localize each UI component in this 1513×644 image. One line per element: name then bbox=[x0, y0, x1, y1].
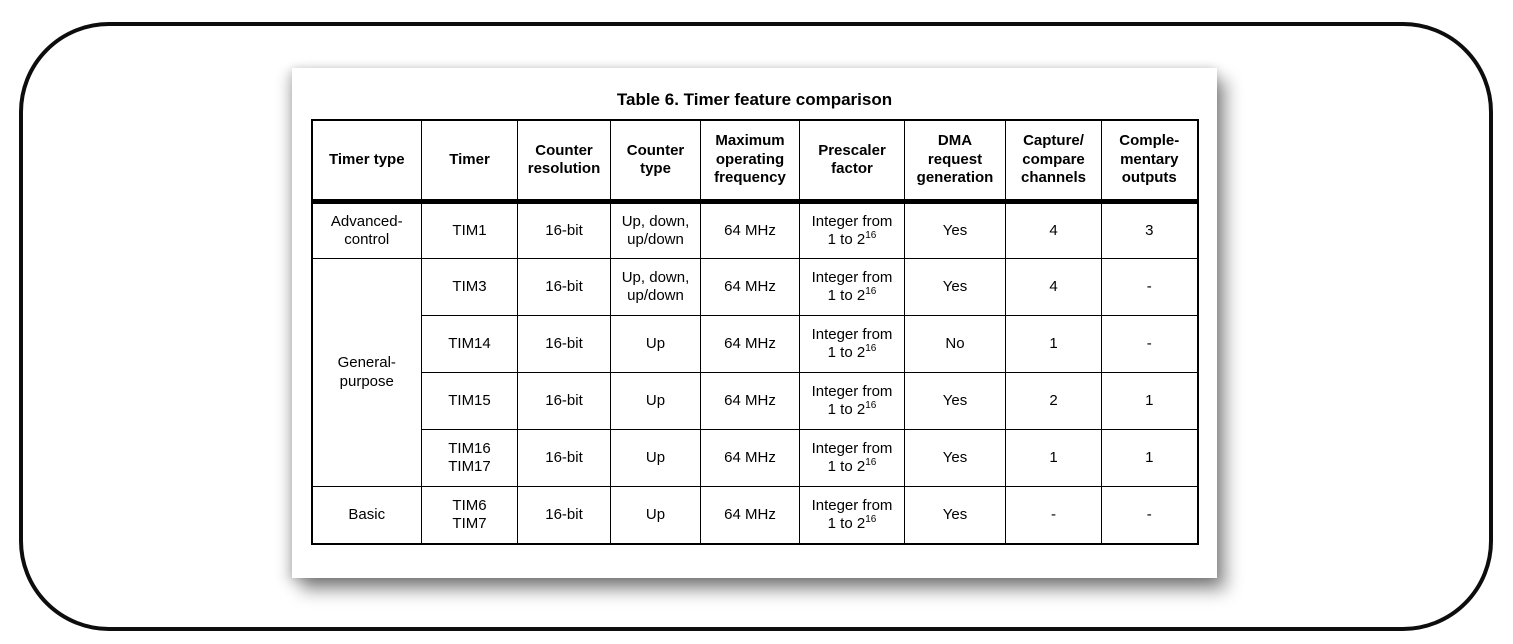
dma-cell: Yes bbox=[904, 201, 1006, 260]
prescaler-text: Integer from 1 to 2 bbox=[811, 382, 893, 419]
outputs-cell: 1 bbox=[1101, 372, 1198, 431]
channels-cell: 4 bbox=[1005, 258, 1102, 317]
column-header-timer: Timer bbox=[421, 119, 518, 205]
dma-cell: Yes bbox=[904, 258, 1006, 317]
table-row-tim1: Advanced- control TIM1 16-bit Up, down, … bbox=[311, 201, 1198, 260]
column-header-dma: DMA request generation bbox=[904, 119, 1006, 205]
resolution-cell: 16-bit bbox=[517, 315, 611, 374]
table-row-tim6-tim7: Basic TIM6 TIM7 16-bit Up 64 MHz Integer… bbox=[311, 486, 1198, 545]
max-frequency-cell: 64 MHz bbox=[700, 372, 800, 431]
counter-type-cell: Up, down, up/down bbox=[610, 258, 701, 317]
column-header-outputs: Comple- mentary outputs bbox=[1101, 119, 1198, 205]
prescaler-exponent: 16 bbox=[865, 343, 877, 355]
resolution-cell: 16-bit bbox=[517, 429, 611, 488]
resolution-cell: 16-bit bbox=[517, 486, 611, 545]
outputs-cell: - bbox=[1101, 258, 1198, 317]
prescaler-cell: Integer from 1 to 216 bbox=[799, 429, 905, 488]
timer-cell: TIM16 TIM17 bbox=[421, 429, 518, 488]
resolution-cell: 16-bit bbox=[517, 372, 611, 431]
prescaler-cell: Integer from 1 to 216 bbox=[799, 258, 905, 317]
table-card: Table 6. Timer feature comparison Timer … bbox=[292, 68, 1217, 578]
column-header-counter-type: Counter type bbox=[610, 119, 701, 205]
channels-cell: - bbox=[1005, 486, 1102, 545]
max-frequency-cell: 64 MHz bbox=[700, 486, 800, 545]
column-header-resolution: Counter resolution bbox=[517, 119, 611, 205]
channels-cell: 2 bbox=[1005, 372, 1102, 431]
timer-cell: TIM15 bbox=[421, 372, 518, 431]
outputs-cell: 3 bbox=[1101, 201, 1198, 260]
max-frequency-cell: 64 MHz bbox=[700, 429, 800, 488]
prescaler-text: Integer from 1 to 2 bbox=[811, 496, 893, 532]
prescaler-exponent: 16 bbox=[865, 230, 877, 242]
outputs-cell: - bbox=[1101, 315, 1198, 374]
channels-cell: 1 bbox=[1005, 429, 1102, 488]
prescaler-text: Integer from 1 to 2 bbox=[811, 268, 893, 305]
timer-cell: TIM3 bbox=[421, 258, 518, 317]
prescaler-cell: Integer from 1 to 216 bbox=[799, 486, 905, 545]
table-title: Table 6. Timer feature comparison bbox=[616, 90, 893, 109]
timer-cell: TIM1 bbox=[421, 201, 518, 260]
channels-cell: 4 bbox=[1005, 201, 1102, 260]
prescaler-exponent: 16 bbox=[865, 400, 877, 412]
timer-feature-table: Timer type Timer Counter resolution Coun… bbox=[310, 118, 1199, 545]
prescaler-cell: Integer from 1 to 216 bbox=[799, 315, 905, 374]
timer-cell: TIM14 bbox=[421, 315, 518, 374]
max-frequency-cell: 64 MHz bbox=[700, 201, 800, 260]
channels-cell: 1 bbox=[1005, 315, 1102, 374]
timer-cell: TIM6 TIM7 bbox=[421, 486, 518, 545]
timer-type-cell: Advanced- control bbox=[311, 201, 422, 260]
column-header-channels: Capture/ compare channels bbox=[1005, 119, 1102, 205]
column-header-max-frequency: Maximum operating frequency bbox=[700, 119, 800, 205]
dma-cell: Yes bbox=[904, 429, 1006, 488]
counter-type-cell: Up bbox=[610, 429, 701, 488]
dma-cell: Yes bbox=[904, 372, 1006, 431]
table-row-tim14: TIM14 16-bit Up 64 MHz Integer from 1 to… bbox=[312, 315, 1198, 374]
resolution-cell: 16-bit bbox=[517, 258, 611, 317]
counter-type-cell: Up bbox=[610, 372, 701, 431]
column-header-timer-type: Timer type bbox=[311, 119, 422, 205]
prescaler-cell: Integer from 1 to 216 bbox=[799, 372, 905, 431]
prescaler-exponent: 16 bbox=[865, 457, 877, 469]
counter-type-cell: Up bbox=[610, 315, 701, 374]
dma-cell: Yes bbox=[904, 486, 1006, 545]
table-row-tim15: TIM15 16-bit Up 64 MHz Integer from 1 to… bbox=[312, 372, 1198, 431]
prescaler-exponent: 16 bbox=[865, 513, 877, 525]
timer-type-cell: General- purpose bbox=[311, 258, 422, 488]
table-row-tim16-tim17: TIM16 TIM17 16-bit Up 64 MHz Integer fro… bbox=[312, 429, 1198, 488]
counter-type-cell: Up, down, up/down bbox=[610, 201, 701, 260]
prescaler-exponent: 16 bbox=[865, 286, 877, 298]
table-row-tim3: General- purpose TIM3 16-bit Up, down, u… bbox=[311, 258, 1198, 488]
prescaler-text: Integer from 1 to 2 bbox=[811, 439, 893, 476]
prescaler-text: Integer from 1 to 2 bbox=[811, 212, 893, 249]
prescaler-cell: Integer from 1 to 216 bbox=[799, 201, 905, 260]
resolution-cell: 16-bit bbox=[517, 201, 611, 260]
rounded-border-frame bbox=[19, 22, 1493, 631]
column-header-prescaler: Prescaler factor bbox=[799, 119, 905, 205]
outputs-cell: 1 bbox=[1101, 429, 1198, 488]
timer-type-cell: Basic bbox=[311, 486, 422, 545]
max-frequency-cell: 64 MHz bbox=[700, 258, 800, 317]
prescaler-text: Integer from 1 to 2 bbox=[811, 325, 893, 362]
counter-type-cell: Up bbox=[610, 486, 701, 545]
outputs-cell: - bbox=[1101, 486, 1198, 545]
max-frequency-cell: 64 MHz bbox=[700, 315, 800, 374]
dma-cell: No bbox=[904, 315, 1006, 374]
header-row: Timer type Timer Counter resolution Coun… bbox=[311, 119, 1198, 205]
